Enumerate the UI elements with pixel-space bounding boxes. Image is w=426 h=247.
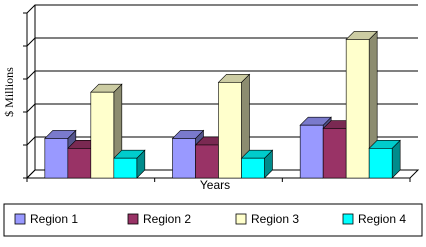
- bar-face: [67, 148, 92, 179]
- grid-line: [26, 169, 418, 179]
- legend-label: Region 3: [251, 212, 299, 226]
- bar-face: [195, 144, 219, 179]
- bar-face: [44, 138, 69, 179]
- grid-line: [26, 103, 418, 113]
- bar: [113, 149, 146, 179]
- legend-label: Region 2: [143, 212, 191, 226]
- chart: Years $ Millions Region 1 Region 2 Region …: [2, 4, 423, 237]
- x-axis-label: Years: [200, 178, 230, 192]
- grid-line: [26, 37, 418, 47]
- bar-face: [345, 39, 370, 179]
- bar: [345, 30, 378, 179]
- grid-line: [26, 4, 418, 14]
- bar: [368, 139, 401, 179]
- bar-face: [172, 138, 196, 179]
- bar-face: [368, 148, 393, 179]
- legend-swatch: [342, 213, 354, 225]
- bar: [90, 83, 123, 179]
- legend-swatch: [235, 213, 247, 225]
- y-axis-label: $ Millions: [2, 67, 16, 117]
- bar-face: [322, 128, 347, 179]
- legend-label: Region 4: [358, 212, 406, 226]
- bar-face: [241, 157, 265, 179]
- bar-face: [218, 82, 242, 179]
- bar-face: [90, 91, 115, 179]
- legend-swatch: [14, 213, 26, 225]
- bar-face: [299, 124, 324, 179]
- legend-swatch: [127, 213, 139, 225]
- grid-line: [26, 136, 418, 146]
- bar-face: [113, 157, 138, 179]
- bar: [240, 149, 274, 179]
- grid-line: [26, 70, 418, 80]
- legend-label: Region 1: [30, 212, 78, 226]
